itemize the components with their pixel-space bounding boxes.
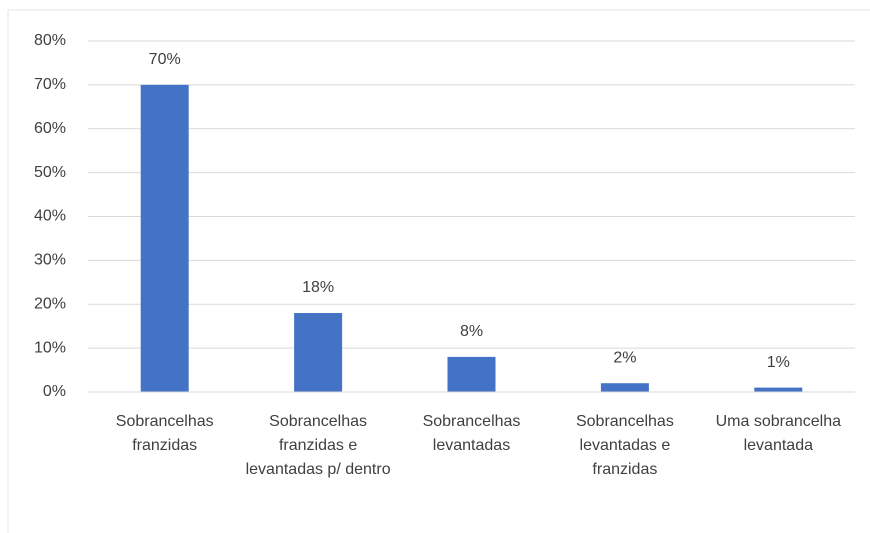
y-tick-label: 0% [43, 383, 66, 400]
bar [754, 387, 803, 392]
bar [140, 84, 189, 392]
x-tick-label: Sobrancelhas levantadas [422, 413, 521, 454]
y-tick-label: 10% [34, 339, 66, 356]
bar [600, 383, 649, 392]
data-label: 70% [149, 51, 181, 68]
y-tick-label: 20% [34, 295, 66, 312]
data-label: 18% [302, 279, 334, 296]
x-tick-label: Sobrancelhas franzidas [115, 413, 214, 454]
data-label: 2% [613, 349, 636, 366]
data-label: 8% [460, 323, 483, 340]
data-label: 1% [767, 354, 790, 371]
y-tick-label: 40% [34, 208, 66, 225]
y-tick-label: 30% [34, 252, 66, 269]
bar [447, 356, 496, 392]
x-tick-label: Sobrancelhas franzidas e levantadas p/ d… [245, 413, 391, 478]
x-tick-label: Uma sobrancelha levantada [715, 413, 841, 454]
y-tick-label: 60% [34, 120, 66, 137]
bar [294, 313, 343, 392]
y-tick-label: 50% [34, 164, 66, 181]
x-tick-label: Sobrancelhas levantadas e franzidas [575, 413, 674, 478]
y-tick-label: 80% [34, 32, 66, 49]
y-tick-label: 70% [34, 76, 66, 93]
